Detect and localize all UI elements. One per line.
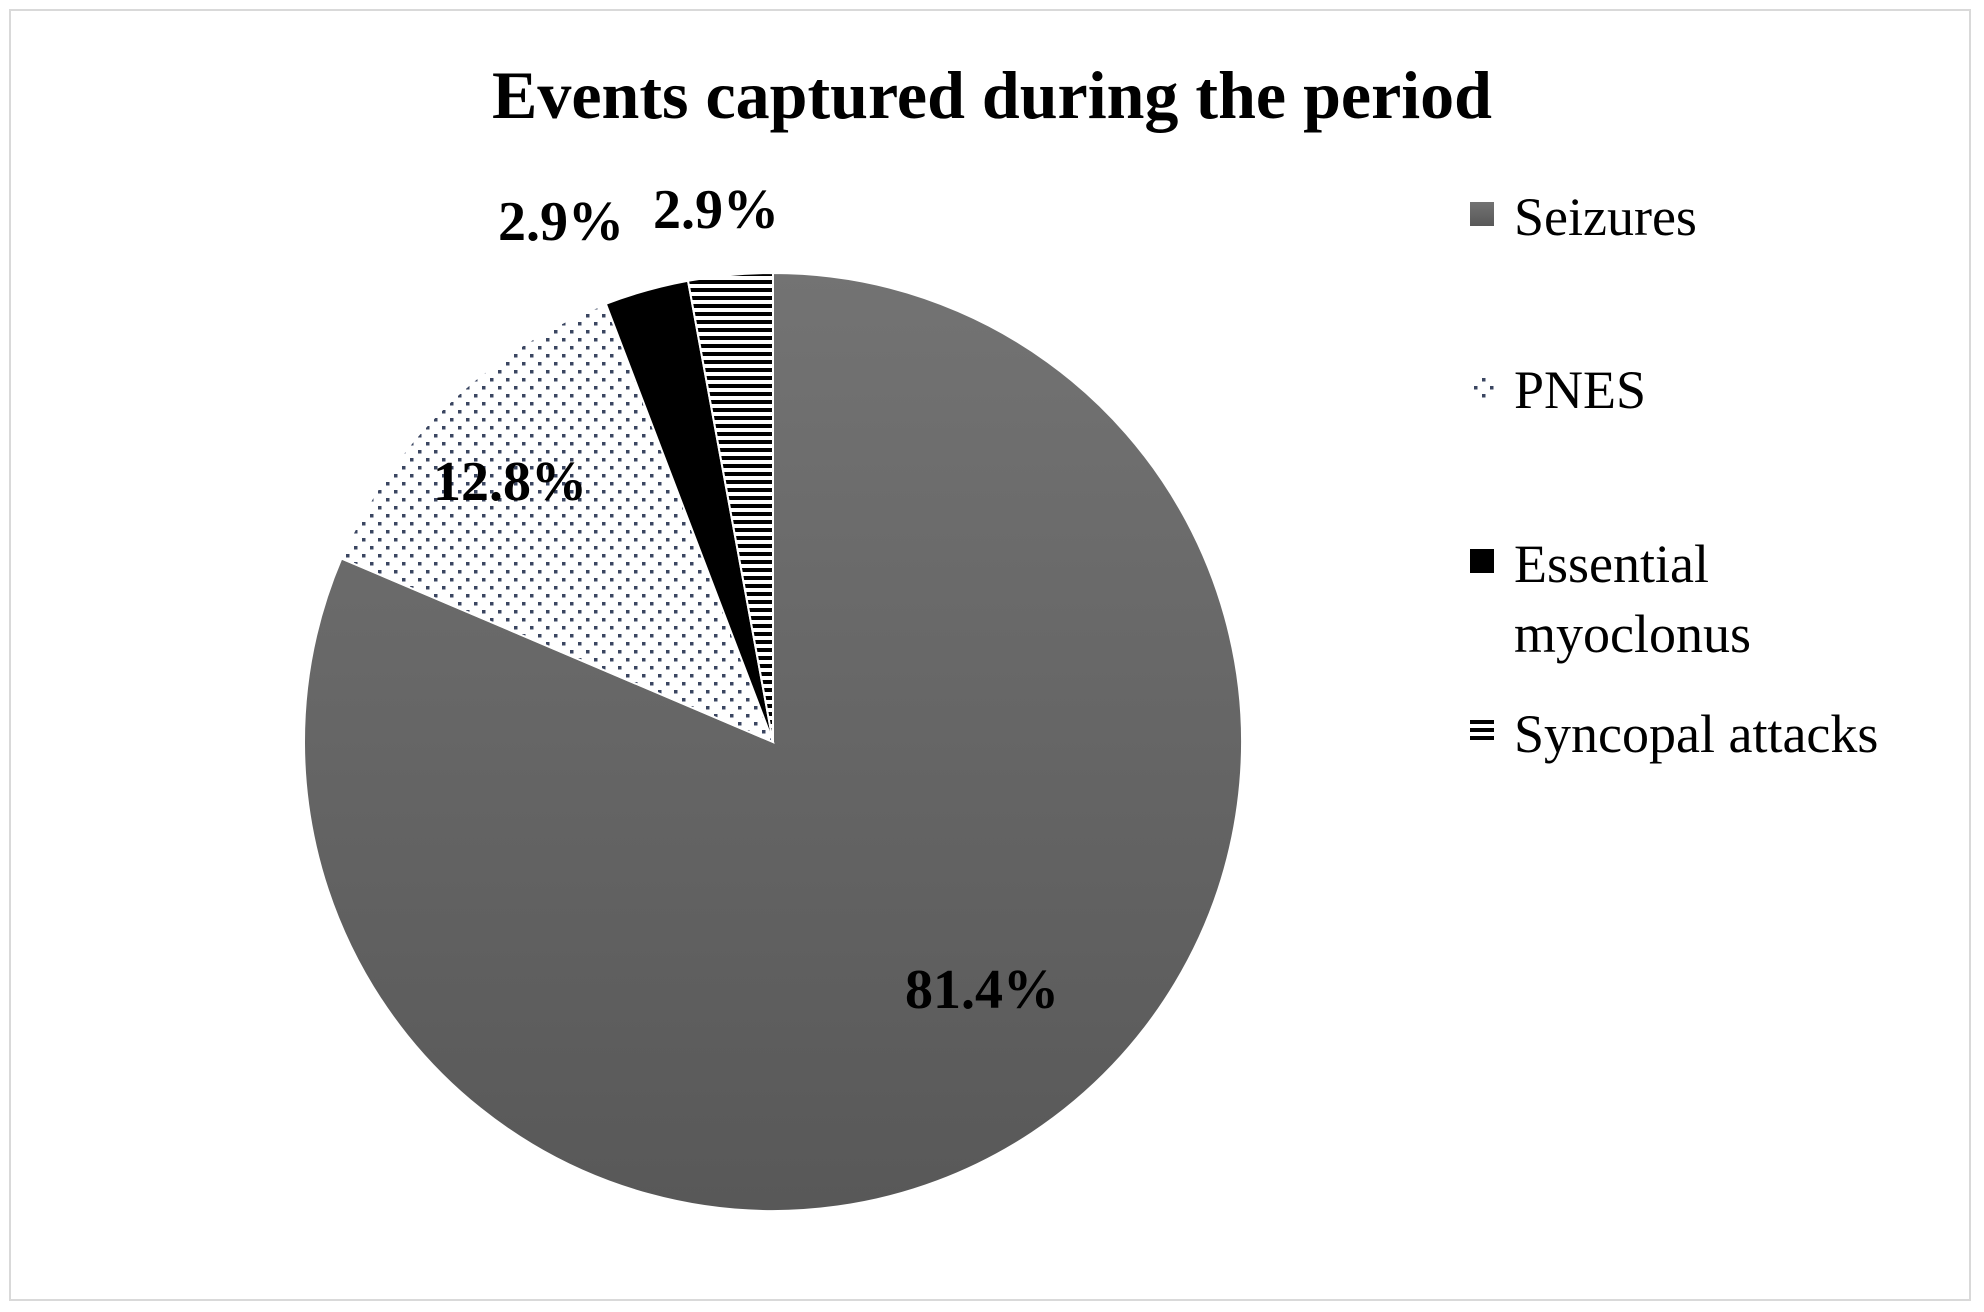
legend: Seizures PNES Essential myoclonus Syncopal a… (1470, 187, 1878, 764)
data-label-pnes: 12.8% (433, 451, 587, 513)
data-label-syncopal-attacks: 2.9% (653, 179, 779, 241)
pie-slice-syncopal-attacks (686, 271, 774, 743)
data-label-seizures: 81.4% (905, 959, 1059, 1021)
legend-marker-syncopal-attacks (1470, 719, 1494, 743)
legend-marker-seizures (1470, 202, 1494, 226)
legend-marker-pnes (1470, 375, 1494, 399)
pie-slice-pnes (340, 302, 775, 744)
legend-item-pnes: PNES (1470, 360, 1646, 420)
legend-label-essential-myoclonus-line-1: Essential (1514, 534, 1709, 594)
legend-label-pnes: PNES (1514, 360, 1646, 420)
legend-label-syncopal-attacks: Syncopal attacks (1514, 704, 1878, 764)
legend-item-syncopal-attacks: Syncopal attacks (1470, 704, 1878, 764)
legend-marker-essential-myoclonus (1470, 549, 1494, 573)
legend-item-essential-myoclonus: Essential myoclonus (1470, 534, 1751, 664)
data-label-essential-myoclonus: 2.9% (498, 191, 624, 253)
chart-title: Events captured during the period (492, 57, 1492, 133)
legend-item-seizures: Seizures (1470, 187, 1697, 247)
data-labels: 81.4% 12.8% 2.9% 2.9% (433, 179, 1059, 1021)
pie-slices (303, 271, 1243, 1212)
legend-label-essential-myoclonus-line-2: myoclonus (1514, 604, 1751, 664)
legend-label-seizures: Seizures (1514, 187, 1697, 247)
